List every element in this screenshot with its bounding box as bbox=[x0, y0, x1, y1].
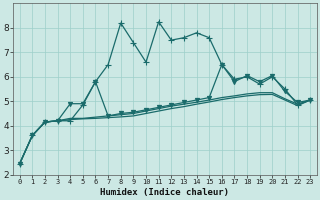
X-axis label: Humidex (Indice chaleur): Humidex (Indice chaleur) bbox=[100, 188, 229, 197]
